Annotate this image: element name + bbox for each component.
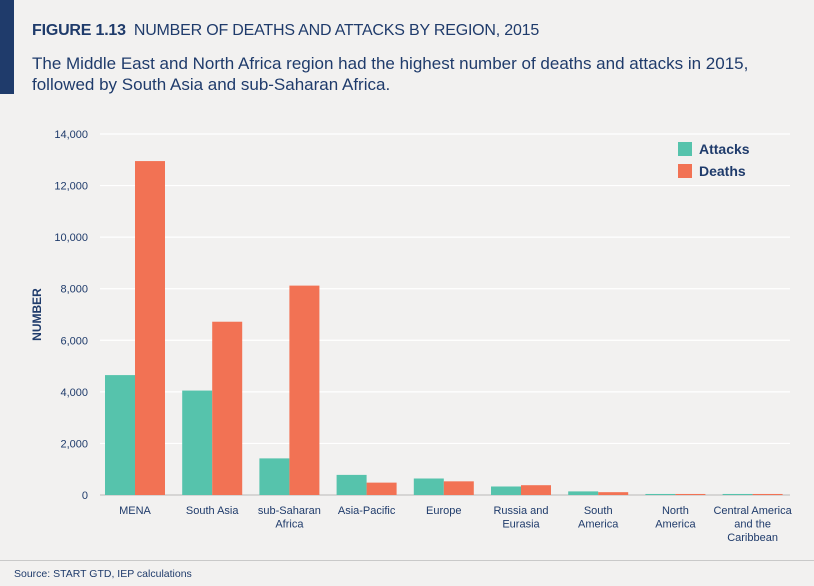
x-tick-label: Central America bbox=[713, 505, 792, 517]
x-tick-label: Asia-Pacific bbox=[338, 505, 396, 517]
y-tick-label: 6,000 bbox=[60, 335, 88, 347]
bar-deaths bbox=[289, 285, 320, 495]
bar-deaths bbox=[752, 493, 783, 495]
legend-swatch-deaths bbox=[678, 164, 692, 178]
legend-label-deaths: Deaths bbox=[699, 163, 746, 179]
x-tick-label: South Asia bbox=[186, 505, 239, 517]
figure-title-text: NUMBER OF DEATHS AND ATTACKS BY REGION, … bbox=[133, 22, 540, 39]
x-tick-label: Caribbean bbox=[727, 532, 778, 544]
x-tick-label: America bbox=[655, 519, 696, 531]
bar-deaths bbox=[675, 493, 706, 495]
bar-attacks bbox=[491, 486, 521, 495]
bar-deaths bbox=[521, 485, 551, 495]
x-tick-label: Europe bbox=[426, 505, 461, 517]
x-tick-label: MENA bbox=[119, 505, 151, 517]
bar-attacks bbox=[645, 493, 676, 495]
y-tick-label: 8,000 bbox=[60, 284, 88, 296]
legend-swatch-attacks bbox=[678, 142, 692, 156]
x-tick-label: North bbox=[662, 505, 689, 517]
bar-attacks bbox=[105, 375, 135, 495]
figure-label: FIGURE 1.13 bbox=[32, 22, 126, 39]
x-tick-label: South bbox=[584, 505, 613, 517]
x-tick-label: America bbox=[578, 519, 619, 531]
bar-deaths bbox=[135, 161, 165, 495]
bar-deaths bbox=[443, 481, 474, 495]
source-divider bbox=[0, 560, 814, 561]
bar-attacks bbox=[413, 478, 444, 495]
x-tick-label: Eurasia bbox=[502, 519, 540, 531]
y-tick-label: 14,000 bbox=[54, 129, 88, 141]
bar-chart: 0 2,000 4,000 6,000 8,000 10,000 12,000 14,000 N… bbox=[30, 129, 793, 544]
bar-attacks bbox=[259, 458, 290, 495]
y-tick-label: 12,000 bbox=[54, 181, 88, 193]
x-tick-label: Africa bbox=[275, 519, 304, 531]
legend-label-attacks: Attacks bbox=[699, 141, 750, 157]
y-tick-label: 0 bbox=[82, 490, 88, 502]
bar-deaths bbox=[212, 321, 243, 495]
bar-deaths bbox=[598, 492, 629, 495]
source-note: Source: START GTD, IEP calculations bbox=[14, 568, 192, 580]
bar-attacks bbox=[722, 493, 753, 495]
y-tick-label: 4,000 bbox=[60, 387, 88, 399]
bar-deaths bbox=[366, 482, 397, 495]
figure-title: FIGURE 1.13 NUMBER OF DEATHS AND ATTACKS … bbox=[32, 22, 539, 40]
bar-attacks bbox=[182, 390, 213, 495]
y-tick-label: 2,000 bbox=[60, 438, 88, 450]
bar-attacks bbox=[568, 491, 599, 495]
y-axis-label: NUMBER bbox=[30, 288, 44, 341]
x-tick-label: sub-Saharan bbox=[258, 505, 321, 517]
title-accent-bar bbox=[0, 0, 14, 94]
y-tick-label: 10,000 bbox=[54, 232, 88, 244]
x-tick-label: and the bbox=[734, 519, 771, 531]
figure-subtitle: The Middle East and North Africa region … bbox=[32, 54, 749, 94]
x-tick-label: Russia and bbox=[493, 505, 548, 517]
bar-attacks bbox=[336, 474, 367, 495]
